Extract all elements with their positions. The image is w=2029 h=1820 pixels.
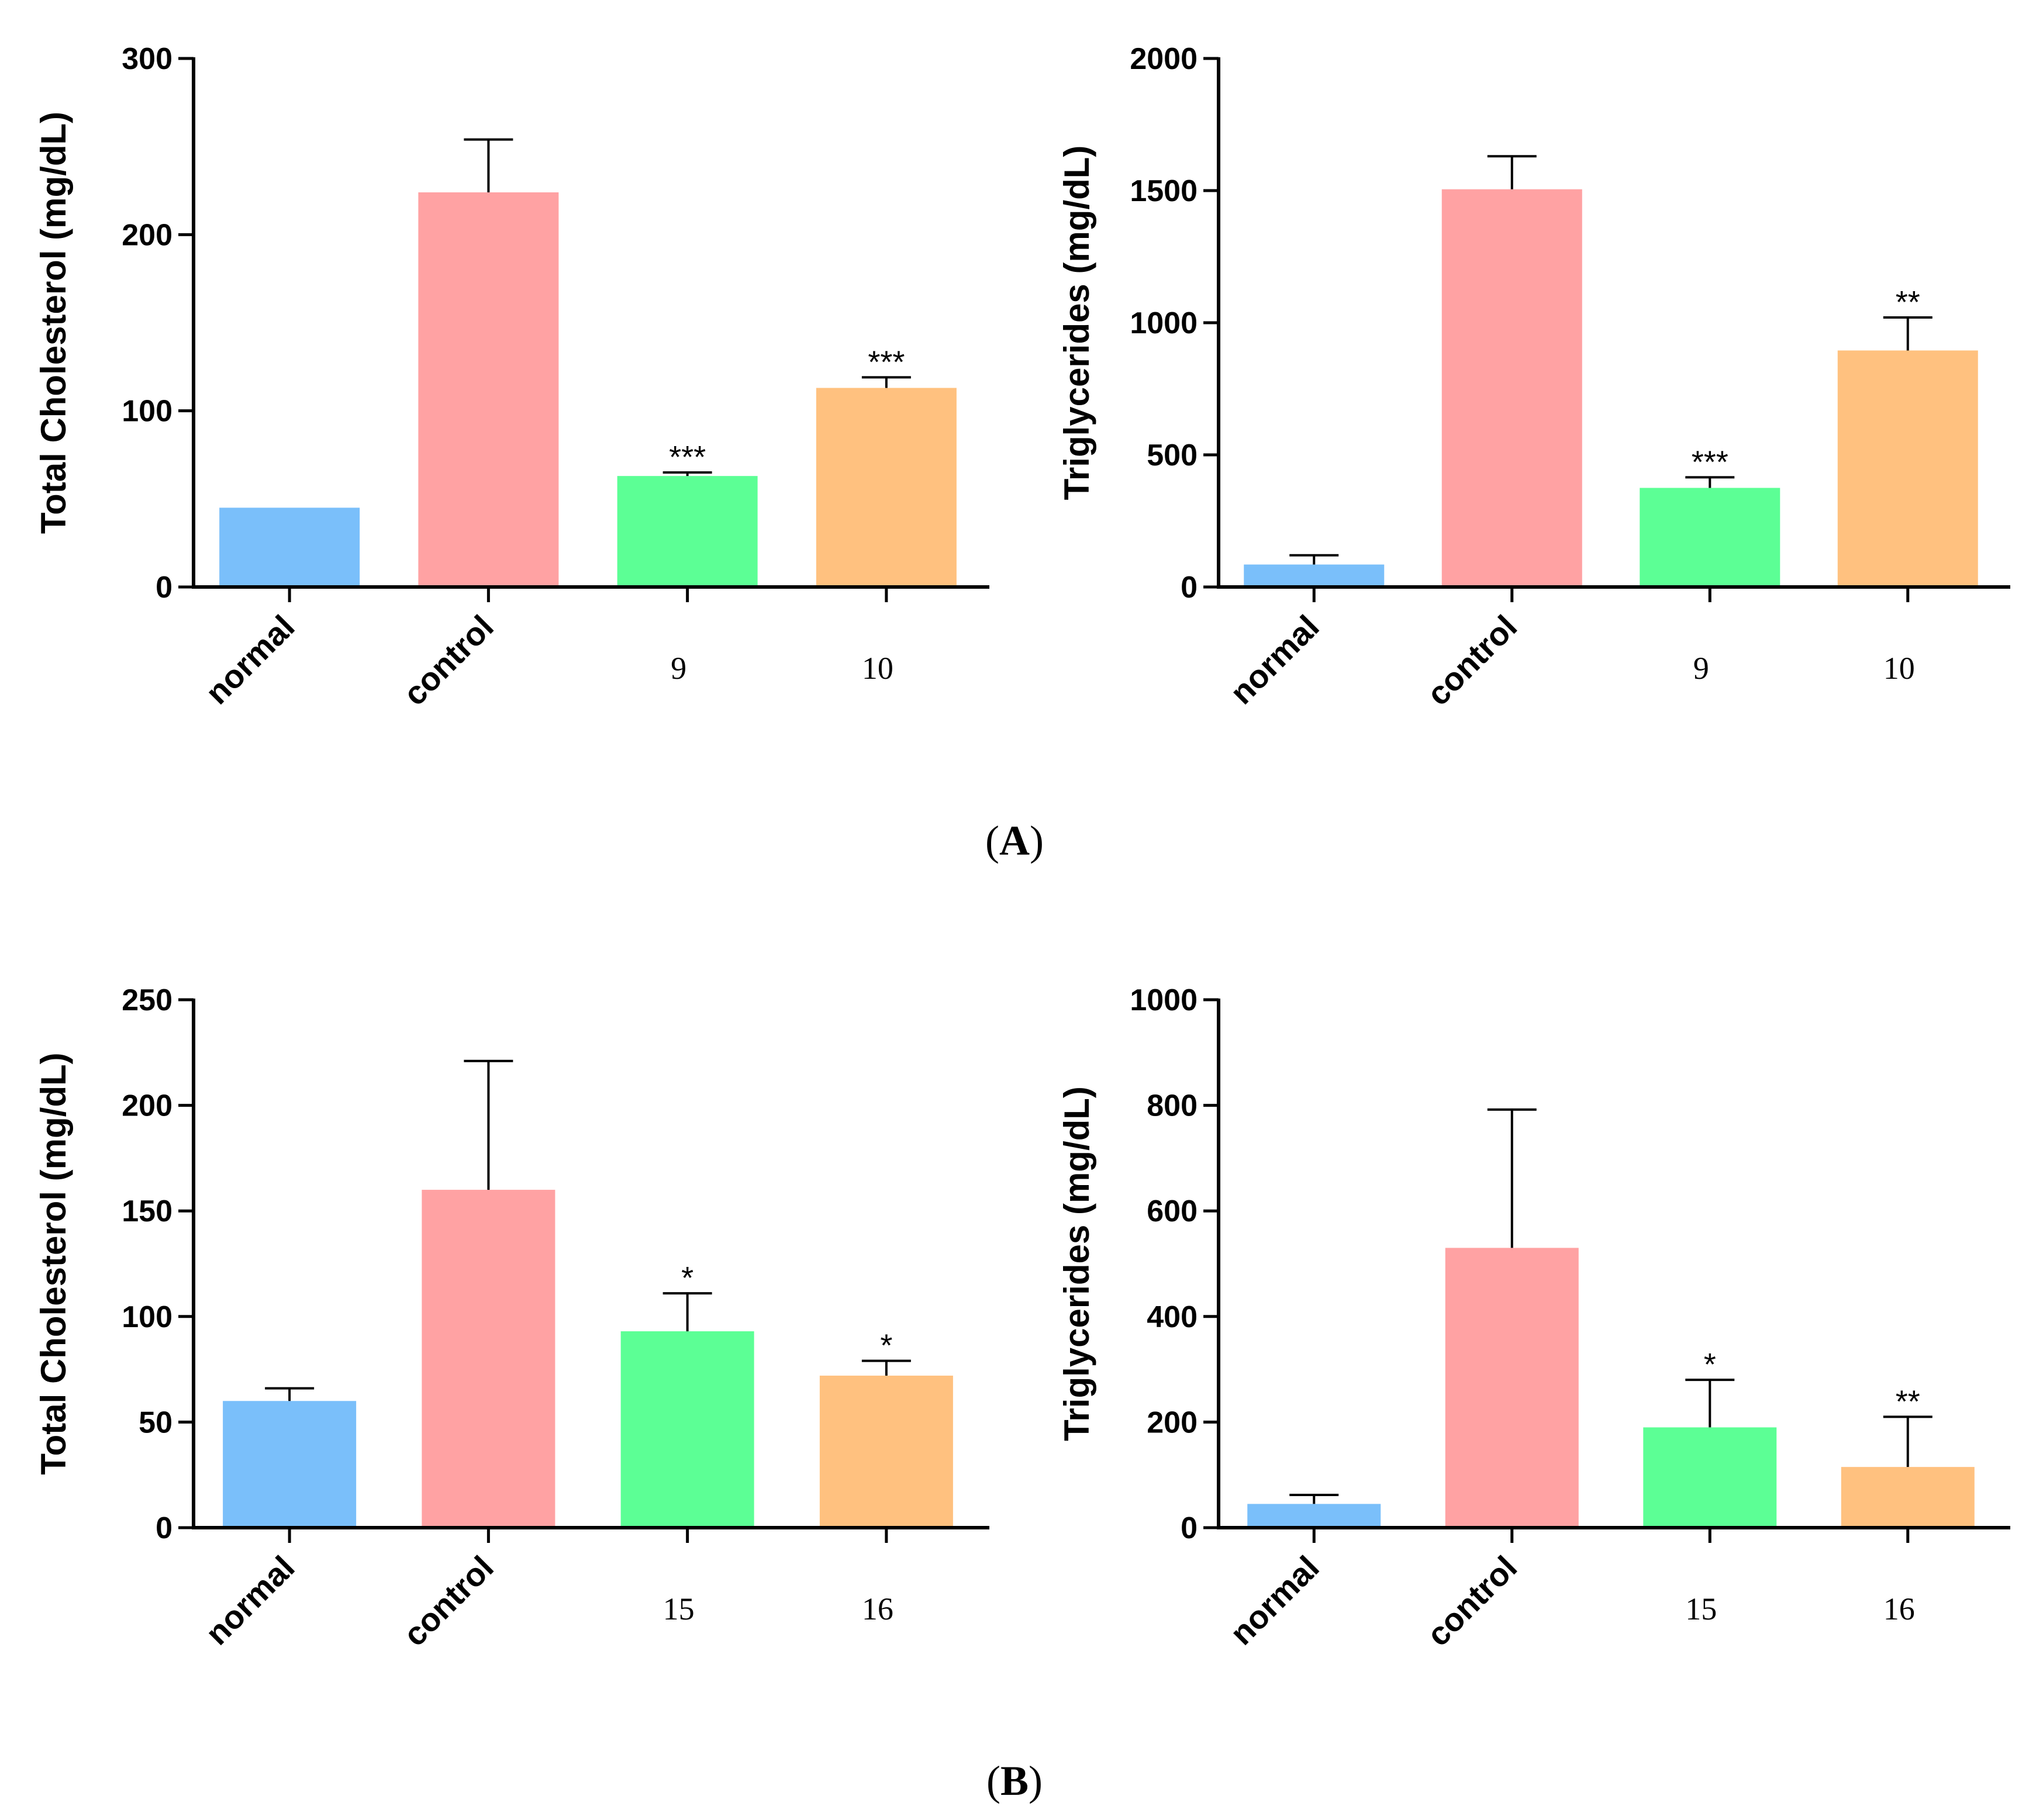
y-tick-label: 500 (1147, 438, 1198, 472)
y-tick-label: 1000 (1130, 306, 1198, 340)
y-tick-label: 50 (139, 1405, 172, 1439)
x-tick-label-10: 10 (862, 651, 893, 686)
x-tick-label-15: 15 (663, 1591, 695, 1626)
y-tick-label: 0 (1181, 571, 1198, 605)
bar-control (1445, 1248, 1579, 1528)
x-tick-label-normal: normal (1223, 608, 1326, 712)
y-tick-label: 800 (1147, 1089, 1198, 1123)
bar-9 (1640, 488, 1780, 587)
y-tick-label: 200 (122, 1089, 172, 1123)
x-tick-label-normal: normal (198, 1549, 302, 1652)
bar-control (418, 192, 559, 588)
x-tick-label-16: 16 (1883, 1591, 1915, 1626)
panel-label-a: (A) (985, 817, 1044, 864)
y-axis-title: Triglycerides (mg/dL) (1057, 1086, 1096, 1441)
significance-label-10: *** (868, 344, 905, 379)
bar-normal (1244, 564, 1385, 587)
y-axis-title: Total Cholesterol (mg/dL) (34, 112, 73, 534)
y-axis-title: Total Cholesterol (mg/dL) (34, 1052, 73, 1474)
significance-label-10: ** (1896, 285, 1920, 320)
x-tick-label-16: 16 (862, 1591, 893, 1626)
bar-10 (816, 388, 957, 587)
x-tick-label-normal: normal (198, 608, 302, 712)
y-tick-label: 1500 (1130, 174, 1198, 208)
bar-16 (819, 1375, 953, 1528)
bar-10 (1837, 350, 1978, 587)
bar-control (422, 1190, 555, 1528)
x-tick-label-control: control (1420, 608, 1524, 713)
significance-label-16: ** (1896, 1384, 1920, 1419)
significance-label-15: * (681, 1260, 693, 1296)
bar-15 (1643, 1427, 1777, 1528)
y-tick-label: 1000 (1130, 983, 1198, 1017)
x-tick-label-10: 10 (1883, 651, 1915, 686)
x-tick-label-15: 15 (1685, 1591, 1717, 1626)
panel-label-b: (B) (986, 1757, 1043, 1804)
y-tick-label: 600 (1147, 1194, 1198, 1228)
bar-normal (219, 507, 360, 587)
significance-label-15: * (1704, 1347, 1716, 1382)
bar-control (1441, 189, 1582, 587)
bar-16 (1841, 1467, 1975, 1528)
y-tick-label: 100 (122, 395, 172, 429)
y-tick-label: 300 (122, 42, 172, 76)
x-tick-label-control: control (396, 608, 501, 713)
significance-label-9: *** (669, 440, 706, 475)
y-tick-label: 200 (1147, 1405, 1198, 1439)
significance-label-9: *** (1692, 444, 1728, 479)
chart-1: *** *** 0 100 200 300 normal control 9 10 Total Ch… (34, 42, 989, 713)
x-tick-label-control: control (396, 1549, 501, 1653)
y-tick-label: 250 (122, 983, 172, 1017)
x-tick-label-control: control (1420, 1549, 1524, 1653)
x-tick-label-9: 9 (671, 651, 686, 686)
bar-normal (223, 1401, 357, 1528)
y-tick-label: 0 (156, 1511, 172, 1545)
y-tick-label: 200 (122, 218, 172, 252)
bar-9 (617, 476, 758, 587)
y-tick-label: 0 (1181, 1511, 1198, 1545)
bar-15 (620, 1331, 754, 1528)
x-tick-label-normal: normal (1223, 1549, 1326, 1652)
y-tick-label: 400 (1147, 1300, 1198, 1334)
chart-3: * * 0 50 100 150 200 250 normal control 15 16 Total … (34, 983, 989, 1653)
x-tick-label-9: 9 (1693, 651, 1709, 686)
y-tick-label: 150 (122, 1194, 172, 1228)
significance-label-16: * (880, 1328, 892, 1363)
y-tick-label: 2000 (1130, 42, 1198, 76)
y-tick-label: 0 (156, 571, 172, 605)
y-tick-label: 100 (122, 1300, 172, 1334)
bar-normal (1247, 1504, 1381, 1528)
y-axis-title: Triglycerides (mg/dL) (1057, 146, 1096, 500)
